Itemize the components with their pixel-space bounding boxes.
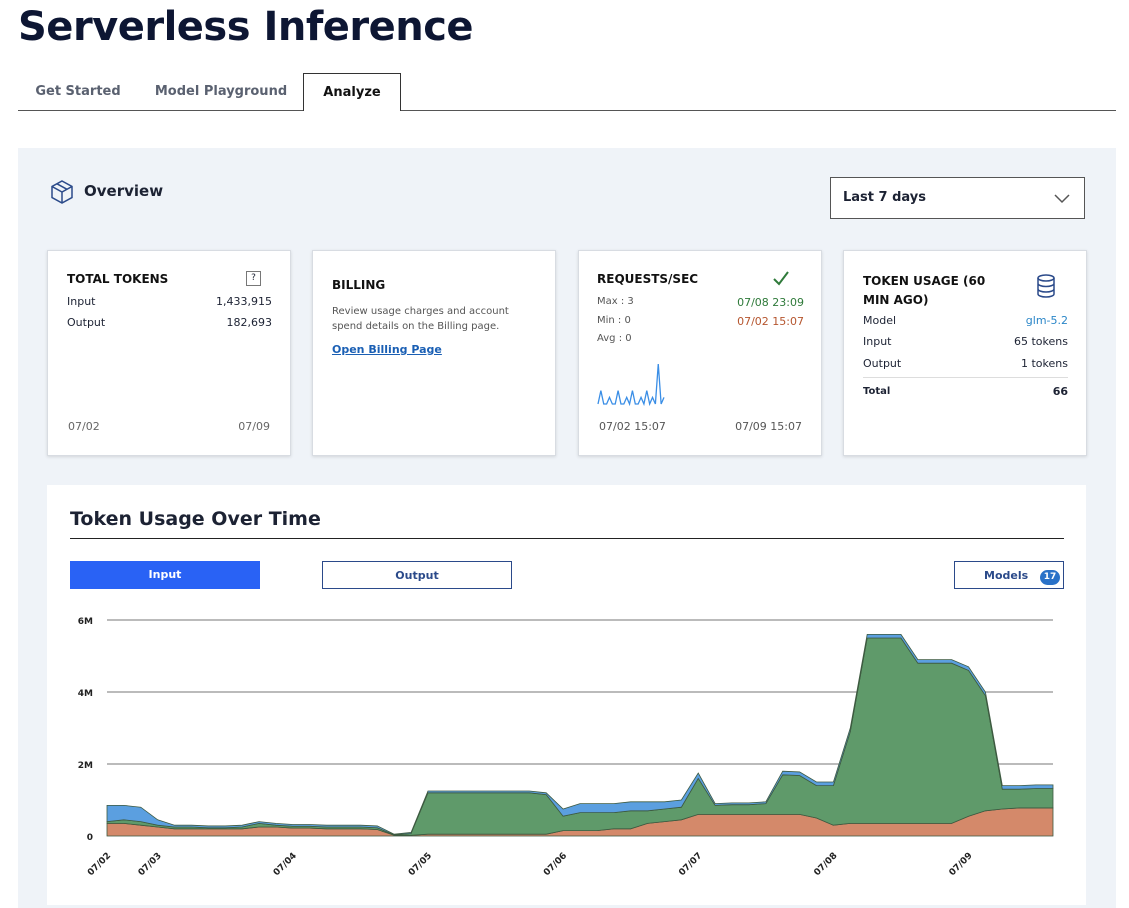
tab-line [401, 110, 1116, 111]
models-button[interactable]: Models 17 [954, 561, 1064, 589]
input-button[interactable]: Input [70, 561, 260, 589]
overview-title: Overview [84, 182, 164, 200]
range-dropdown[interactable]: Last 7 days [830, 177, 1085, 219]
date: 07/02 [68, 420, 100, 433]
area [106, 634, 1054, 836]
x-tick-label: 07/02 [86, 851, 113, 878]
label: Max : 3 [597, 296, 634, 307]
requests-sparkline [597, 363, 665, 407]
models-label: Models [984, 569, 1029, 582]
billing-link[interactable]: Open Billing Page [332, 343, 442, 356]
value: 182,693 [226, 316, 273, 329]
title-rule [70, 538, 1064, 539]
x-tick-label: 07/08 [812, 851, 839, 878]
tab[interactable]: Model Playground [154, 84, 288, 99]
time: 07/08 23:09 [737, 296, 804, 309]
card-title: TOTAL TOKENS [67, 272, 169, 286]
label: Model [863, 314, 897, 327]
tab-line [18, 110, 303, 111]
tab-active[interactable]: Analyze [303, 73, 401, 111]
y-tick-label: 6M [78, 617, 93, 627]
x-tick-label: 07/09 [948, 851, 975, 878]
card-title: BILLING [332, 278, 386, 292]
card-title: REQUESTS/SEC [597, 272, 699, 286]
tab[interactable]: Get Started [35, 84, 121, 99]
range-value: Last 7 days [843, 190, 926, 205]
chevron [1054, 194, 1070, 204]
label: Input [863, 335, 892, 348]
y-tick-label: 0 [87, 833, 93, 843]
models-count: 17 [1040, 570, 1060, 585]
label: Min : 0 [597, 315, 631, 326]
value: 1,433,915 [216, 295, 272, 308]
token-usage-card: TOKEN USAGE (60 MIN AGO) Model glm-5.2 I… [843, 250, 1087, 456]
date: 07/02 15:07 [599, 420, 666, 433]
requests-card: REQUESTS/SEC Max : 3 07/08 23:09 Min : 0… [578, 250, 822, 456]
divider [863, 377, 1068, 378]
check-icon [773, 271, 789, 286]
x-tick-label: 07/07 [677, 851, 704, 878]
value: 65 tokens [1014, 335, 1068, 348]
label: Output [863, 357, 902, 370]
total-tokens-card: TOTAL TOKENS ? Input 1,433,915 Output 18… [47, 250, 291, 456]
value: 1 tokens [1021, 357, 1068, 370]
x-tick-label: 07/05 [407, 851, 434, 878]
label: Avg : 0 [597, 333, 632, 344]
chart-title: Token Usage Over Time [70, 508, 321, 530]
x-tick-label: 07/04 [272, 851, 299, 878]
y-tick-label: 2M [78, 761, 93, 771]
billing-text: Review usage charges and account spend d… [332, 306, 509, 332]
database-icon [1037, 274, 1055, 298]
time: 07/02 15:07 [737, 315, 804, 328]
date: 07/09 15:07 [735, 420, 802, 433]
help-icon[interactable]: ? [246, 271, 261, 286]
label: Input [67, 295, 96, 308]
y-tick-label: 4M [78, 689, 93, 699]
card-title: TOKEN USAGE (60 MIN AGO) [863, 274, 986, 307]
x-tick-label: 07/06 [542, 851, 569, 878]
label: Output [67, 316, 106, 329]
value: glm-5.2 [1025, 314, 1068, 327]
date: 07/09 [238, 420, 270, 433]
value: 66 [1052, 385, 1068, 398]
label: Total [863, 386, 891, 397]
overview-icon [51, 180, 73, 204]
page-title: Serverless Inference [18, 4, 474, 50]
output-button[interactable]: Output [322, 561, 512, 589]
x-tick-label: 07/03 [137, 851, 164, 878]
billing-card: BILLING Review usage charges and account… [312, 250, 556, 456]
sparkline [597, 363, 665, 407]
